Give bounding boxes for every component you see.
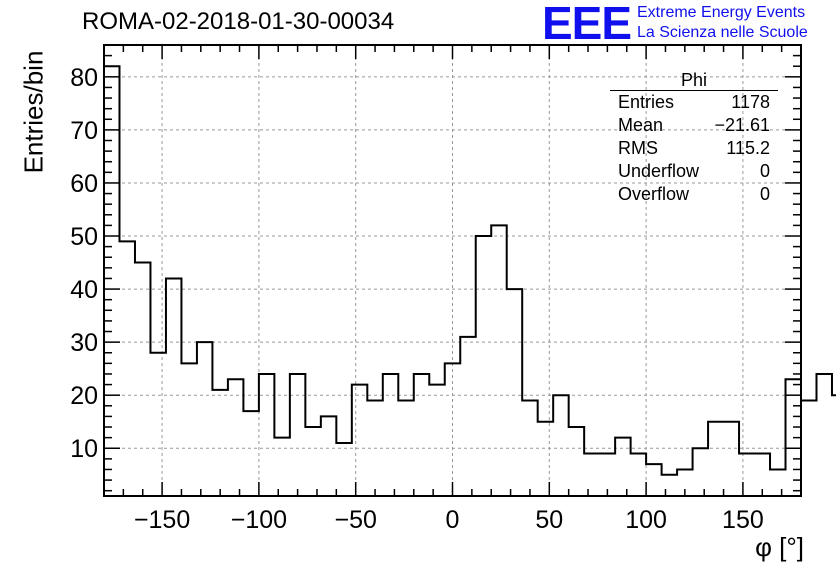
histogram-bin bbox=[228, 379, 243, 496]
histogram-bin bbox=[816, 374, 831, 496]
histogram-bin bbox=[522, 400, 537, 496]
histogram-bin bbox=[739, 454, 754, 496]
x-tick-label: −50 bbox=[334, 506, 376, 534]
histogram-bin bbox=[491, 225, 506, 496]
histogram-bin bbox=[615, 438, 630, 496]
stats-row-entries: Entries 1178 bbox=[610, 91, 778, 114]
histogram-bin bbox=[693, 448, 708, 496]
histogram-bin bbox=[553, 395, 568, 496]
histogram-bin bbox=[724, 422, 739, 496]
x-tick-label: 150 bbox=[722, 506, 764, 534]
histogram-bin bbox=[367, 400, 382, 496]
histogram-bin bbox=[476, 236, 491, 496]
histogram-bin bbox=[243, 411, 258, 496]
histogram-bin bbox=[181, 363, 196, 496]
stats-label: Mean bbox=[618, 115, 664, 135]
histogram-bin bbox=[305, 427, 320, 496]
histogram-bin bbox=[414, 374, 429, 496]
stats-value: 1178 bbox=[731, 92, 770, 112]
logo-line-1: Extreme Energy Events bbox=[637, 4, 806, 21]
histogram-bin bbox=[274, 438, 289, 496]
stats-value: 115.2 bbox=[726, 138, 770, 158]
histogram-bin bbox=[445, 363, 460, 496]
histogram-bin bbox=[336, 443, 351, 496]
stats-label: Overflow bbox=[618, 184, 690, 204]
x-tick-label: 0 bbox=[446, 506, 460, 534]
histogram-bin bbox=[507, 289, 522, 496]
histogram-bin bbox=[708, 422, 723, 496]
x-tick-label: 50 bbox=[535, 506, 563, 534]
histogram-bin bbox=[631, 454, 646, 496]
y-tick-label: 60 bbox=[70, 170, 98, 198]
histogram-bin bbox=[538, 422, 553, 496]
eee-logo: EEE bbox=[542, 0, 632, 49]
stats-row-rms: RMS 115.2 bbox=[610, 137, 778, 160]
histogram-bin bbox=[150, 353, 165, 496]
stats-box: Phi Entries 1178 Mean −21.61 RMS 115.2 U… bbox=[610, 70, 778, 206]
y-tick-label: 40 bbox=[70, 276, 98, 304]
stats-value: −21.61 bbox=[714, 115, 770, 135]
histogram-bin bbox=[197, 342, 212, 496]
histogram-bin bbox=[429, 385, 444, 496]
histogram-bin bbox=[460, 337, 475, 496]
histogram-bin bbox=[104, 66, 119, 496]
histogram-bin bbox=[290, 374, 305, 496]
stats-label: Underflow bbox=[618, 161, 700, 181]
chart-title: ROMA-02-2018-01-30-00034 bbox=[82, 8, 395, 35]
stats-label: Entries bbox=[618, 92, 675, 112]
stats-row-mean: Mean −21.61 bbox=[610, 114, 778, 137]
stats-row-underflow: Underflow 0 bbox=[610, 160, 778, 183]
stats-row-overflow: Overflow 0 bbox=[610, 183, 778, 206]
stats-title: Phi bbox=[610, 70, 778, 91]
histogram-bin bbox=[383, 374, 398, 496]
histogram-bin bbox=[832, 395, 836, 496]
histogram-bin bbox=[569, 427, 584, 496]
stats-label: RMS bbox=[618, 138, 658, 158]
stats-value: 0 bbox=[759, 161, 770, 181]
histogram-bin bbox=[662, 475, 677, 496]
histogram-bin bbox=[212, 390, 227, 496]
histogram-bin bbox=[352, 385, 367, 496]
y-tick-label: 70 bbox=[70, 117, 98, 145]
histogram-bin bbox=[259, 374, 274, 496]
histogram-bin bbox=[770, 469, 785, 496]
histogram-bin bbox=[398, 400, 413, 496]
stats-value: 0 bbox=[759, 184, 770, 204]
y-tick-label: 30 bbox=[70, 329, 98, 357]
y-tick-label: 20 bbox=[70, 382, 98, 410]
histogram-bin bbox=[801, 400, 816, 496]
x-tick-label: −150 bbox=[134, 506, 190, 534]
y-axis-label: Entries/bin bbox=[18, 50, 49, 174]
logo-line-2: La Scienza nelle Scuole bbox=[637, 24, 808, 41]
histogram-bin bbox=[166, 278, 181, 496]
histogram-bin bbox=[119, 241, 134, 496]
y-tick-label: 80 bbox=[70, 64, 98, 92]
x-axis-label: φ [°] bbox=[755, 532, 804, 562]
x-tick-label: −100 bbox=[231, 506, 287, 534]
histogram-bin bbox=[584, 454, 599, 496]
y-tick-label: 50 bbox=[70, 223, 98, 251]
histogram-line bbox=[104, 65, 836, 476]
y-tick-label: 10 bbox=[70, 435, 98, 463]
histogram-bin bbox=[321, 416, 336, 496]
histogram-bin bbox=[646, 464, 661, 496]
x-tick-label: 100 bbox=[625, 506, 667, 534]
histogram-bin bbox=[135, 263, 150, 496]
